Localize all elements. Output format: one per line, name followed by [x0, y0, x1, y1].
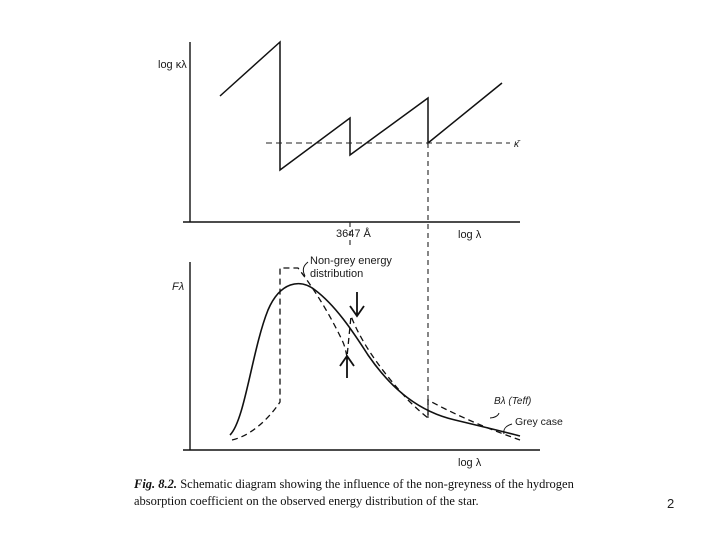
top-panel: log κλ κ̄ 3647 Å log λ: [158, 40, 521, 241]
bottom-y-label: Fλ: [172, 281, 184, 293]
non-grey-label-leader: [302, 261, 309, 277]
absorption-sawtooth-curve: [219, 40, 503, 172]
caption-fig-number: Fig. 8.2.: [134, 477, 178, 491]
grey-case-curve: [229, 282, 521, 437]
mean-level-label: κ̄: [514, 139, 521, 150]
down-arrow-icon: [349, 292, 365, 318]
up-arrow-icon: [339, 354, 355, 378]
non-grey-curve: [231, 267, 521, 441]
non-grey-label-line1: Non-grey energy: [310, 255, 392, 267]
bottom-x-label: log λ: [458, 457, 482, 469]
planck-label: Bλ (Teff): [494, 396, 531, 407]
caption-text: Schematic diagram showing the influence …: [134, 477, 574, 508]
page-number: 2: [667, 496, 675, 511]
top-y-label: log κλ: [158, 59, 187, 71]
balmer-edge-label: 3647 Å: [336, 227, 372, 240]
planck-label-leader: [489, 412, 500, 419]
grey-case-label: Grey case: [515, 416, 563, 428]
figure-caption: Fig. 8.2. Schematic diagram showing the …: [134, 476, 604, 510]
grey-label-leader: [503, 423, 513, 435]
top-x-label: log λ: [458, 229, 482, 241]
bottom-panel: Fλ Non-grey energy distribution Bλ (Teff…: [172, 255, 563, 469]
non-grey-label-line2: distribution: [310, 268, 363, 280]
